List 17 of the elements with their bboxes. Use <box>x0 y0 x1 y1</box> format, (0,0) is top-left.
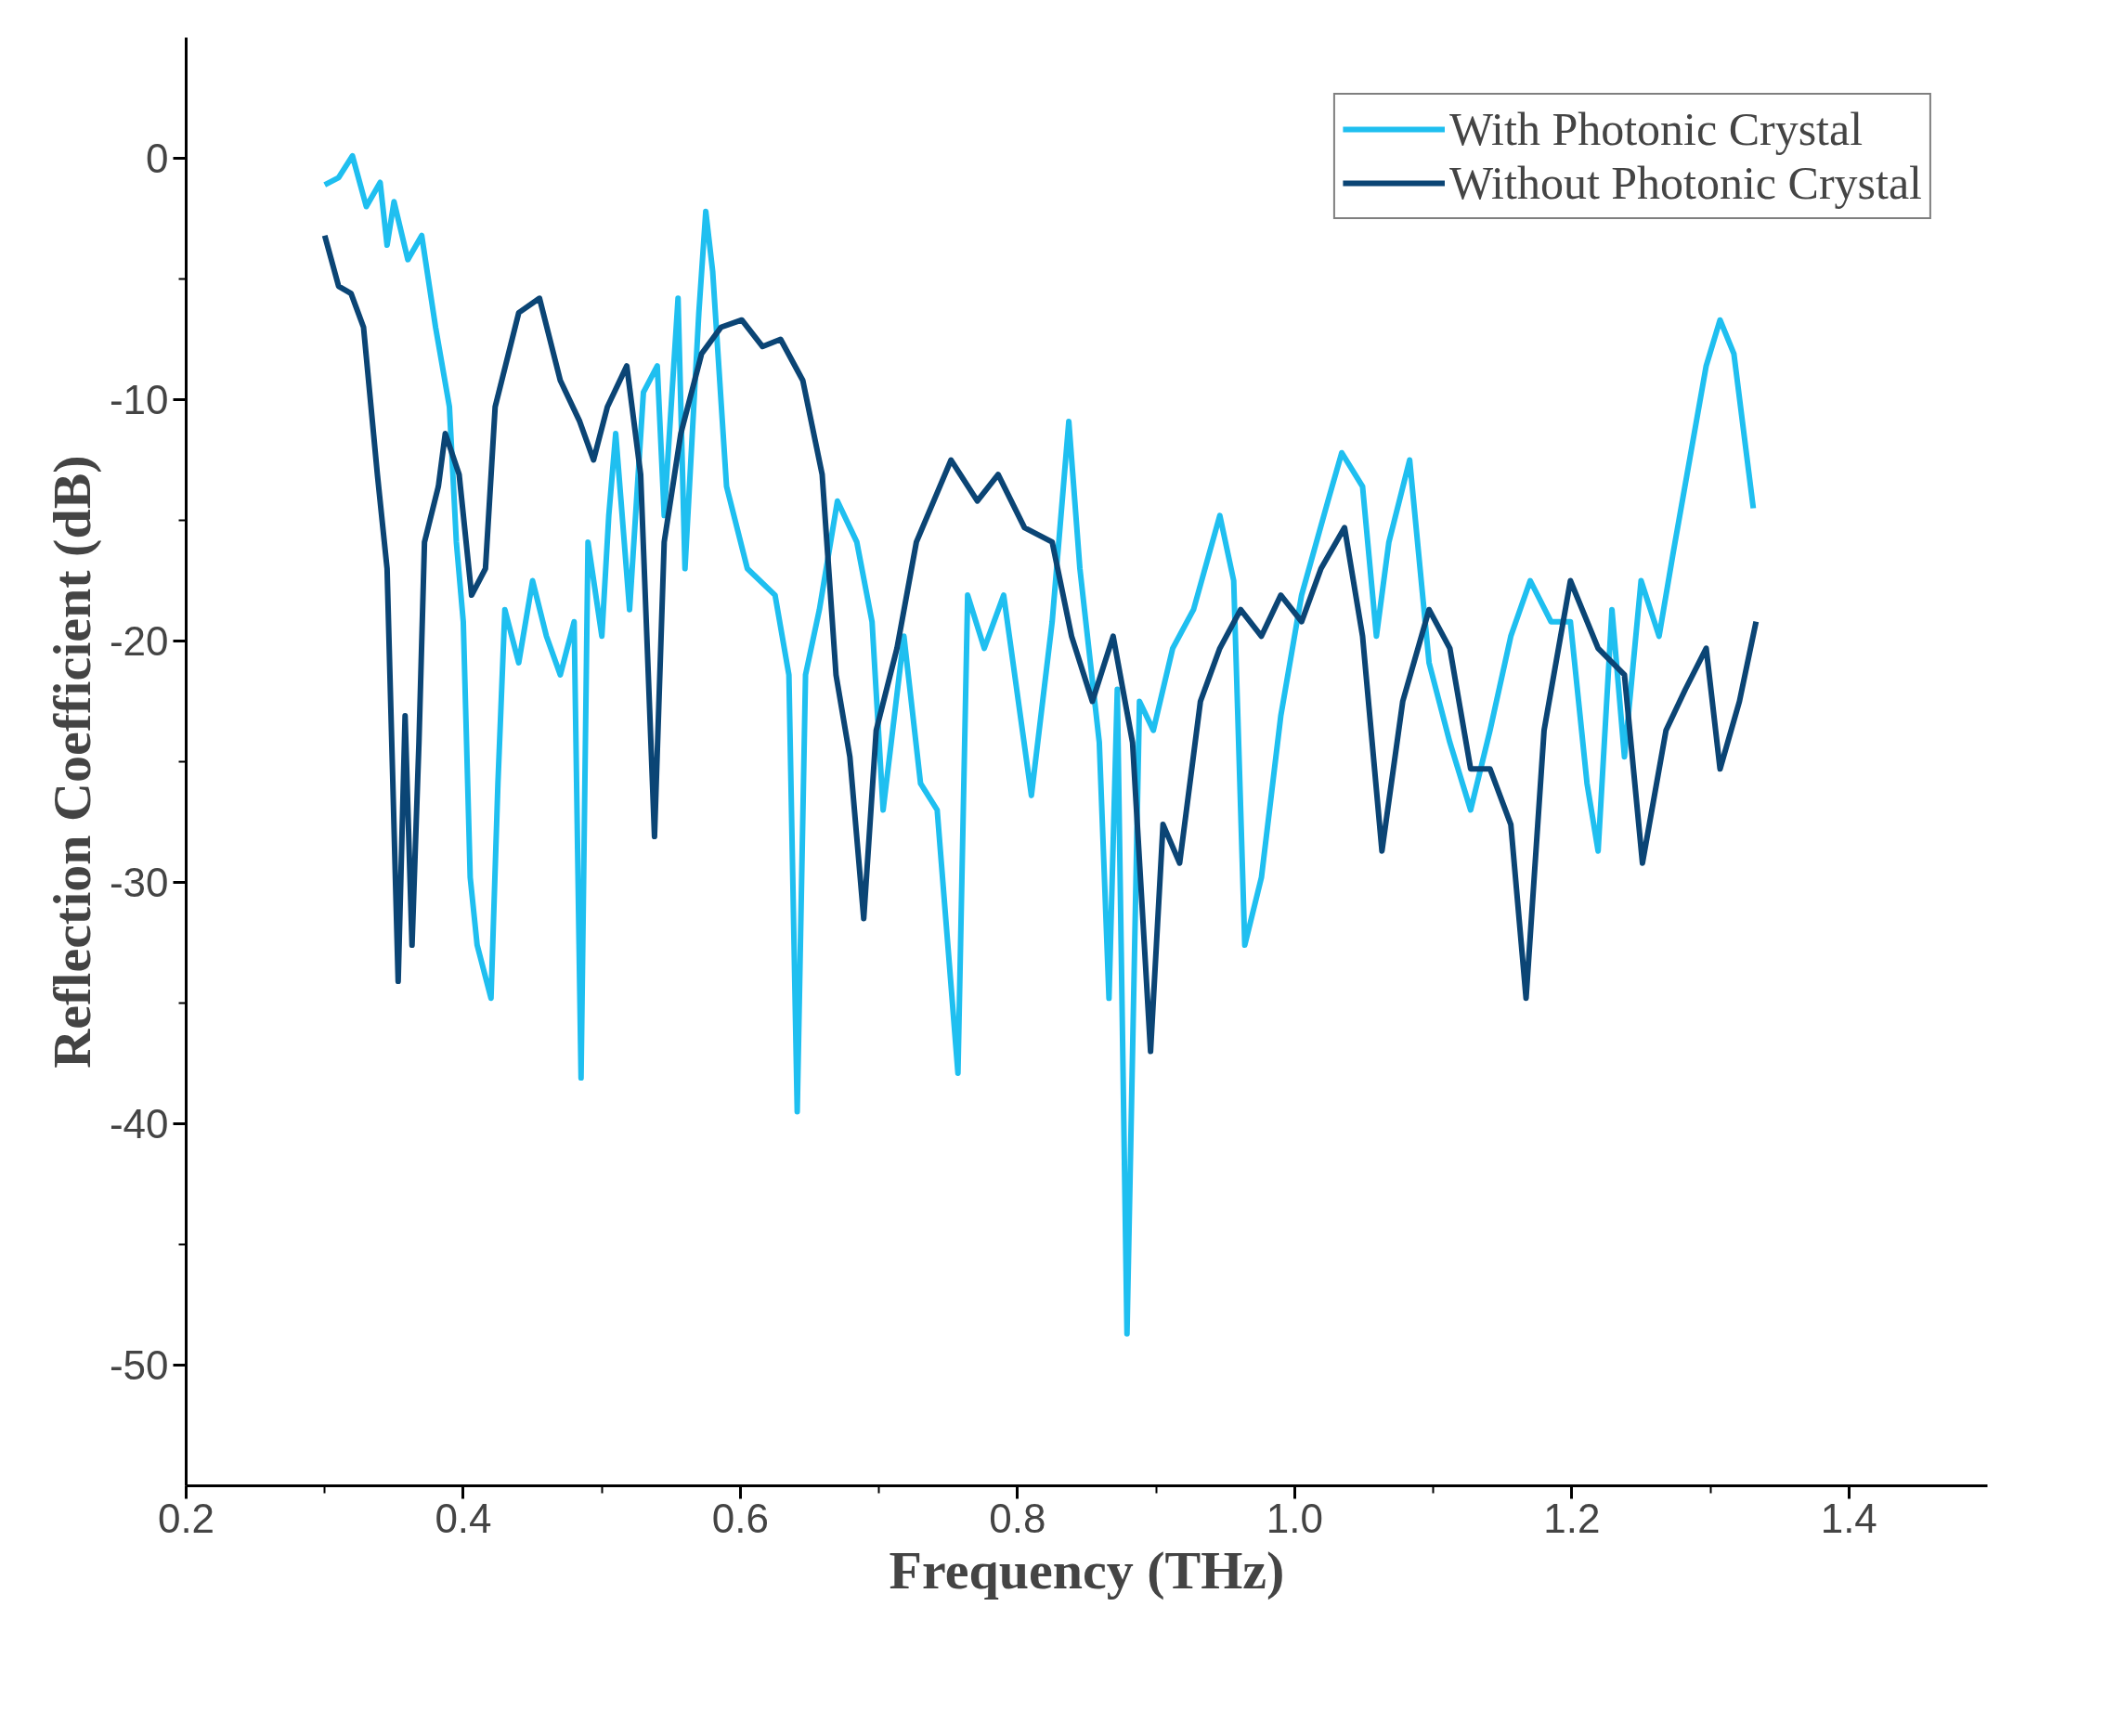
y-tick-label: -30 <box>109 860 169 905</box>
y-axis-title: Reflection Coefficient (dB) <box>41 455 102 1069</box>
x-tick-label: 0.6 <box>711 1495 770 1541</box>
y-tick-label: -20 <box>109 618 169 664</box>
x-tick-label: 1.2 <box>1543 1495 1601 1541</box>
legend-label: With Photonic Crystal <box>1448 102 1864 156</box>
x-axis-title: Frequency (THz) <box>889 1539 1285 1600</box>
x-tick-label: 1.4 <box>1820 1495 1877 1541</box>
x-tick-label: 1.0 <box>1266 1495 1323 1541</box>
y-tick-label: 0 <box>146 136 169 181</box>
y-tick-label: -50 <box>109 1342 169 1388</box>
y-tick-label: -40 <box>109 1101 169 1147</box>
x-tick-label: 0.8 <box>989 1495 1046 1541</box>
x-tick-label: 0.4 <box>435 1495 492 1541</box>
x-tick-label: 0.2 <box>157 1495 215 1541</box>
legend-label: Without Photonic Crystal <box>1448 156 1922 210</box>
y-tick-label: -10 <box>109 377 169 422</box>
